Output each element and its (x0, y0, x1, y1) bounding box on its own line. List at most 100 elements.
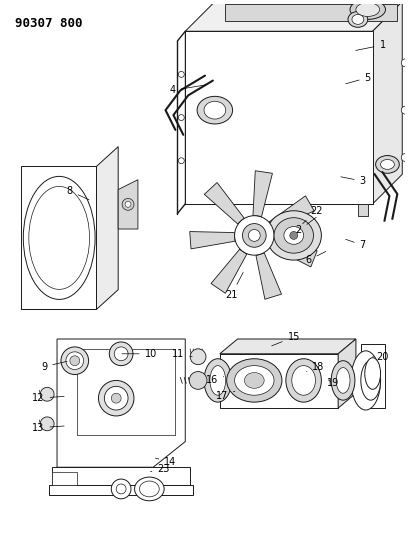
Text: 19: 19 (327, 378, 339, 389)
Ellipse shape (135, 477, 164, 501)
Polygon shape (52, 472, 77, 485)
Ellipse shape (348, 12, 368, 27)
Ellipse shape (227, 359, 282, 402)
Circle shape (242, 223, 266, 247)
Circle shape (66, 352, 84, 369)
Text: 9: 9 (41, 361, 67, 372)
Circle shape (125, 201, 131, 207)
Text: 3: 3 (341, 176, 366, 186)
Text: 23: 23 (151, 464, 170, 474)
Polygon shape (211, 249, 247, 293)
Circle shape (248, 230, 260, 241)
Ellipse shape (361, 361, 381, 400)
Circle shape (401, 154, 408, 161)
Ellipse shape (244, 373, 264, 389)
Circle shape (98, 381, 134, 416)
Text: 12: 12 (32, 393, 64, 403)
Text: 2: 2 (295, 217, 316, 236)
Circle shape (116, 484, 126, 494)
Ellipse shape (204, 101, 226, 119)
Ellipse shape (210, 366, 226, 395)
Ellipse shape (381, 159, 395, 169)
Ellipse shape (266, 211, 322, 260)
Circle shape (401, 59, 408, 67)
Text: 8: 8 (67, 186, 89, 200)
Circle shape (61, 347, 89, 375)
Polygon shape (220, 354, 338, 408)
Text: 13: 13 (32, 423, 64, 433)
Polygon shape (253, 171, 273, 216)
Text: 4: 4 (169, 85, 205, 95)
Ellipse shape (204, 359, 232, 402)
Text: 7: 7 (346, 239, 366, 251)
Ellipse shape (284, 227, 304, 244)
Circle shape (178, 158, 184, 164)
Circle shape (122, 198, 134, 211)
Circle shape (401, 106, 408, 114)
Text: 21: 21 (226, 272, 243, 300)
Circle shape (104, 386, 128, 410)
Polygon shape (220, 339, 356, 354)
Text: 17: 17 (215, 391, 235, 401)
Text: 10: 10 (122, 349, 157, 359)
Polygon shape (49, 485, 193, 495)
Ellipse shape (29, 187, 90, 289)
Circle shape (109, 342, 133, 366)
Ellipse shape (356, 3, 379, 17)
Ellipse shape (336, 368, 350, 393)
Polygon shape (57, 339, 185, 467)
Polygon shape (96, 147, 118, 310)
Polygon shape (269, 196, 314, 229)
Circle shape (111, 393, 121, 403)
Polygon shape (185, 31, 373, 204)
Text: 14: 14 (155, 457, 177, 467)
Polygon shape (118, 180, 138, 229)
Circle shape (70, 356, 80, 366)
Ellipse shape (331, 361, 355, 400)
Polygon shape (190, 231, 235, 249)
Ellipse shape (286, 359, 322, 402)
Ellipse shape (197, 96, 233, 124)
Ellipse shape (376, 156, 399, 173)
Polygon shape (256, 253, 282, 299)
Ellipse shape (140, 481, 159, 497)
Text: 90307 800: 90307 800 (15, 18, 82, 30)
Ellipse shape (365, 358, 381, 389)
Ellipse shape (292, 366, 315, 395)
Polygon shape (20, 166, 96, 310)
Polygon shape (338, 339, 356, 408)
Ellipse shape (274, 217, 313, 253)
Polygon shape (185, 2, 402, 31)
Ellipse shape (351, 351, 381, 410)
Polygon shape (358, 204, 368, 216)
Text: 1: 1 (356, 40, 386, 51)
Polygon shape (271, 239, 317, 267)
Circle shape (40, 417, 54, 431)
Circle shape (190, 349, 206, 365)
Circle shape (111, 479, 131, 499)
Ellipse shape (235, 366, 274, 395)
Text: 22: 22 (303, 206, 323, 224)
Polygon shape (52, 467, 190, 485)
Text: 6: 6 (306, 252, 326, 265)
Ellipse shape (23, 176, 95, 300)
Text: 11: 11 (172, 349, 192, 359)
Polygon shape (225, 4, 397, 21)
Polygon shape (373, 2, 402, 204)
Circle shape (290, 231, 298, 239)
Circle shape (178, 115, 184, 120)
Circle shape (235, 216, 274, 255)
Circle shape (40, 387, 54, 401)
Circle shape (114, 347, 128, 361)
Text: 16: 16 (206, 375, 224, 385)
Circle shape (189, 372, 207, 389)
Text: 18: 18 (306, 361, 324, 372)
Text: 5: 5 (346, 72, 371, 84)
Text: 15: 15 (272, 332, 300, 346)
Polygon shape (361, 344, 386, 408)
Text: 20: 20 (373, 352, 389, 362)
Circle shape (178, 71, 184, 77)
Ellipse shape (352, 14, 364, 25)
Ellipse shape (350, 0, 386, 19)
Polygon shape (204, 182, 244, 224)
